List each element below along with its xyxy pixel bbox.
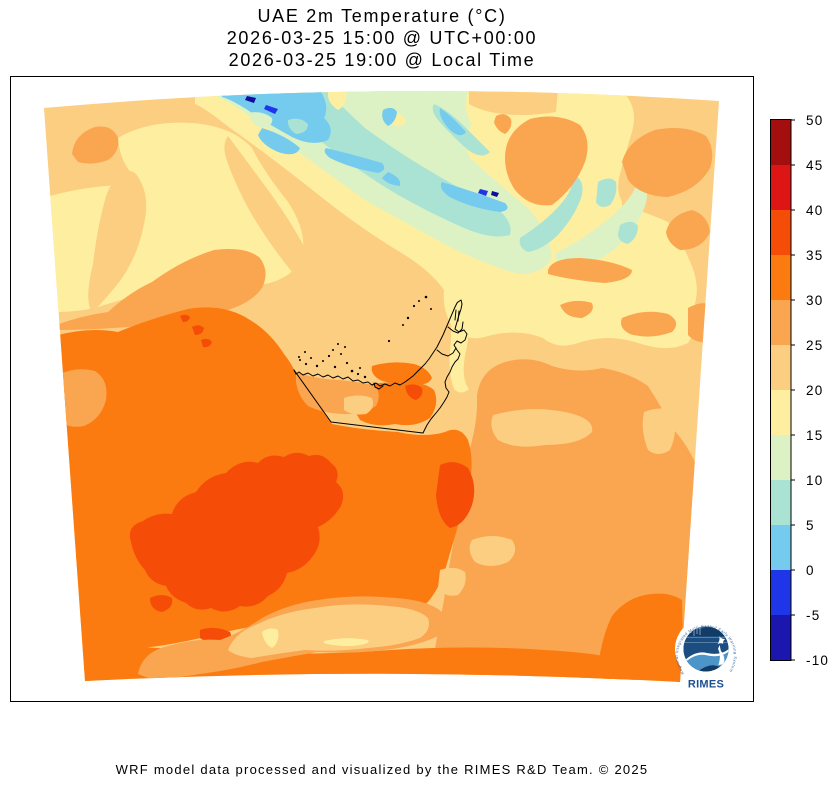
svg-text:RIMES: RIMES bbox=[688, 679, 724, 691]
